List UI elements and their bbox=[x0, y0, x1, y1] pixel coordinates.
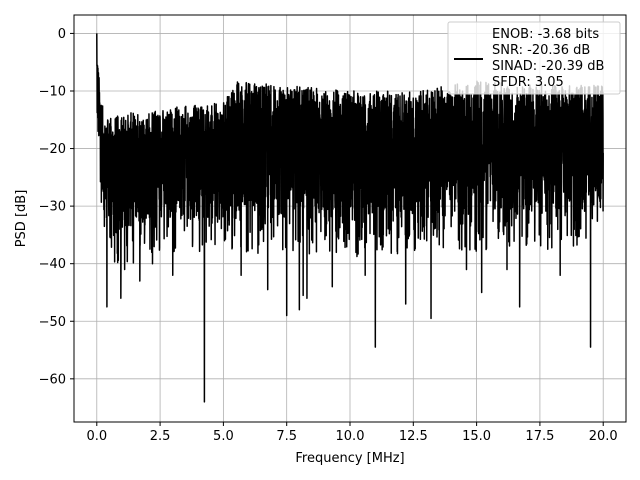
x-axis-label: Frequency [MHz] bbox=[295, 451, 404, 466]
x-tick-label: 15.0 bbox=[462, 429, 491, 444]
legend-entry-sinad: SINAD: -20.39 dB bbox=[492, 59, 604, 74]
y-tick-label: −10 bbox=[39, 84, 66, 99]
x-tick-label: 5.0 bbox=[213, 429, 234, 444]
legend-box bbox=[447, 21, 621, 95]
y-tick-label: −40 bbox=[39, 257, 66, 272]
y-axis-label: PSD [dB] bbox=[14, 190, 29, 248]
psd-line bbox=[96, 33, 604, 403]
x-tick-label: 20.0 bbox=[589, 429, 618, 444]
y-tick-label: −60 bbox=[39, 372, 66, 387]
x-tick-label: 10.0 bbox=[336, 429, 365, 444]
legend-entry-snr: SNR: -20.36 dB bbox=[492, 43, 590, 58]
y-tick-label: 0 bbox=[58, 27, 66, 42]
x-tick-label: 12.5 bbox=[399, 429, 428, 444]
y-tick-label: −30 bbox=[39, 200, 66, 215]
psd-series bbox=[96, 33, 604, 403]
x-tick-label: 17.5 bbox=[525, 429, 554, 444]
y-axis: 0 −10 −20 −30 −40 −50 −60 bbox=[39, 27, 74, 387]
x-tick-label: 7.5 bbox=[276, 429, 297, 444]
y-tick-label: −20 bbox=[39, 142, 66, 157]
x-axis: 0.0 2.5 5.0 7.5 10.0 12.5 15.0 17.5 20.0 bbox=[86, 422, 618, 444]
x-tick-label: 2.5 bbox=[150, 429, 171, 444]
legend: ENOB: -3.68 bits SNR: -20.36 dB SINAD: -… bbox=[447, 21, 621, 95]
legend-entry-sfdr: SFDR: 3.05 bbox=[492, 75, 564, 90]
legend-entry-enob: ENOB: -3.68 bits bbox=[492, 27, 599, 42]
x-tick-label: 0.0 bbox=[86, 429, 107, 444]
y-tick-label: −50 bbox=[39, 315, 66, 330]
